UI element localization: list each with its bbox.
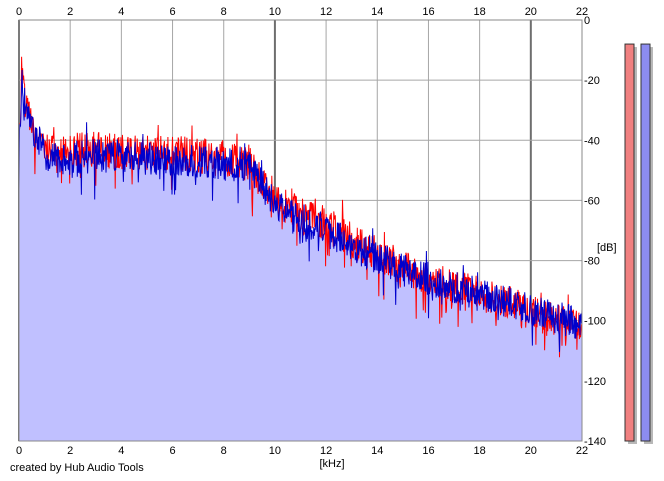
x-tick-labels-bottom: 0 2 4 6 8 10 12 14 16 18 20 22 bbox=[16, 445, 588, 457]
x-tick-label: 16 bbox=[422, 445, 434, 457]
x-axis-label: [kHz] bbox=[319, 458, 344, 470]
x-tick-label: 20 bbox=[525, 445, 537, 457]
x-tick-label: 18 bbox=[474, 6, 486, 18]
x-tick-label: 4 bbox=[118, 6, 124, 18]
x-tick-label: 18 bbox=[474, 445, 486, 457]
x-tick-label: 10 bbox=[269, 6, 281, 18]
y-tick-label: -60 bbox=[584, 195, 600, 207]
y-tick-label: 0 bbox=[584, 15, 590, 27]
credit-text: created by Hub Audio Tools bbox=[10, 462, 144, 474]
x-tick-label: 22 bbox=[576, 445, 588, 457]
x-tick-label: 4 bbox=[118, 445, 124, 457]
level-meter-bar bbox=[640, 43, 651, 442]
x-tick-label: 8 bbox=[221, 6, 227, 18]
x-tick-label: 2 bbox=[67, 445, 73, 457]
x-tick-label: 8 bbox=[221, 445, 227, 457]
spectrum-fill bbox=[19, 77, 582, 442]
y-tick-labels: 0 -20 -40 -60 -80 -100 -120 -140 bbox=[584, 15, 606, 448]
x-tick-labels-top: 0 2 4 6 8 10 12 14 16 18 20 22 bbox=[16, 6, 588, 18]
x-tick-label: 0 bbox=[16, 445, 22, 457]
x-tick-label: 2 bbox=[67, 6, 73, 18]
y-tick-label: -20 bbox=[584, 75, 600, 87]
level-meters bbox=[624, 43, 653, 445]
x-tick-label: 16 bbox=[422, 6, 434, 18]
x-tick-label: 6 bbox=[169, 445, 175, 457]
level-meter-bar bbox=[624, 43, 635, 442]
x-tick-label: 0 bbox=[16, 6, 22, 18]
y-tick-label: -120 bbox=[584, 376, 606, 388]
x-tick-label: 22 bbox=[576, 6, 588, 18]
y-tick-label: -140 bbox=[584, 436, 606, 448]
x-tick-label: 20 bbox=[525, 6, 537, 18]
x-tick-label: 14 bbox=[371, 6, 383, 18]
x-tick-label: 6 bbox=[169, 6, 175, 18]
x-tick-label: 10 bbox=[269, 445, 281, 457]
series-line-blue bbox=[18, 69, 583, 353]
x-tick-label: 12 bbox=[320, 445, 332, 457]
y-tick-label: -100 bbox=[584, 316, 606, 328]
y-axis-label: [dB] bbox=[597, 242, 617, 254]
y-tick-label: -40 bbox=[584, 135, 600, 147]
x-tick-label: 12 bbox=[320, 6, 332, 18]
plot-border bbox=[18, 19, 583, 442]
y-tick-label: -80 bbox=[584, 256, 600, 268]
x-tick-label: 14 bbox=[371, 445, 383, 457]
